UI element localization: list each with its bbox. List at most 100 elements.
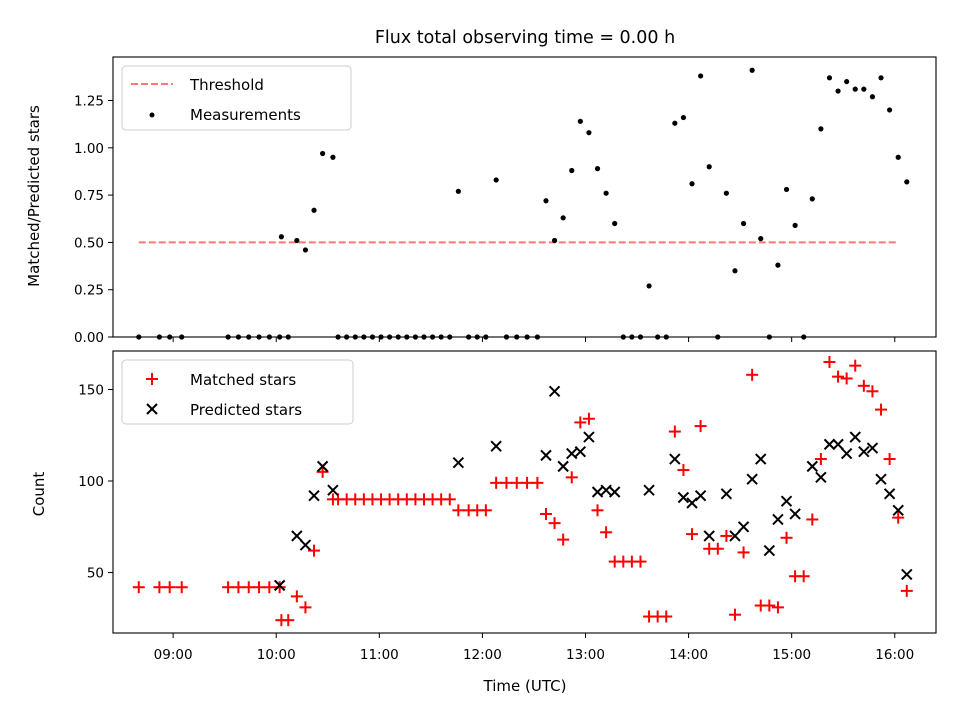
- predicted-star-point: [866, 442, 879, 454]
- measurement-point: [792, 222, 798, 228]
- measurement-point: [594, 166, 601, 172]
- bottom-ytick-label: 50: [87, 566, 104, 582]
- top-ticks: 0.00 0.25 0.50 0.75 1.00 1.25: [74, 94, 896, 346]
- matched-star-point: [574, 416, 587, 429]
- bottom-ticks: 50 100 150 09:00 10:00 11:00 12:00 13:00 14:00 15…: [78, 382, 914, 663]
- matched-star-point: [823, 355, 836, 368]
- top-ytick-label: 0.50: [74, 235, 104, 251]
- measurement-point: [320, 150, 326, 157]
- measurement-point: [698, 73, 704, 79]
- top-ytick-label: 1.00: [74, 141, 104, 157]
- measurement-point: [758, 236, 764, 242]
- measurement-point: [732, 268, 738, 274]
- measurement-point: [672, 120, 678, 126]
- measurement-point: [543, 198, 549, 204]
- predicted-star-point: [316, 460, 329, 473]
- matched-star-point: [763, 599, 776, 612]
- predicted-star-point: [737, 521, 750, 533]
- measurement-point: [560, 215, 566, 221]
- predicted-star-point: [763, 544, 776, 557]
- predicted-star-point: [608, 486, 621, 498]
- matched-star-point: [582, 412, 595, 425]
- predicted-star-point: [583, 431, 595, 443]
- matched-star-point: [222, 581, 235, 594]
- predicted-star-point: [490, 440, 502, 452]
- matched-star-point: [883, 453, 896, 466]
- top-ytick-label: 1.25: [74, 94, 104, 110]
- legend-matched-swatch: [146, 373, 158, 385]
- matched-star-point: [308, 544, 321, 557]
- predicted-star-point: [789, 508, 801, 520]
- bottom-xtick-label: 10:00: [257, 647, 296, 663]
- predicted-star-point: [566, 447, 578, 460]
- predicted-star-point: [540, 449, 552, 462]
- predicted-star-point: [832, 438, 844, 451]
- measurement-point: [723, 190, 729, 196]
- bottom-ytick-label: 150: [78, 382, 104, 398]
- predicted-star-point: [452, 456, 465, 469]
- matched-star-point: [875, 403, 888, 416]
- measurement-point: [775, 262, 781, 268]
- matched-star-point: [282, 614, 295, 627]
- measurement-point: [586, 130, 592, 136]
- matched-star-point: [531, 476, 544, 489]
- predicted-star-point: [273, 579, 286, 592]
- matched-star-point: [694, 420, 707, 433]
- legend-measurements-swatch: [149, 112, 155, 118]
- legend-predicted-label: Predicted stars: [190, 401, 302, 419]
- predicted-star-point: [669, 453, 681, 465]
- top-panel: Flux total observing time = 0.00 h Match…: [25, 28, 937, 346]
- matched-star-point: [591, 504, 604, 517]
- measurement-point: [826, 75, 833, 81]
- matched-star-point: [857, 379, 870, 392]
- bottom-xtick-label: 14:00: [669, 647, 708, 663]
- predicted-star-point: [772, 513, 784, 526]
- top-legend-box: [121, 65, 352, 131]
- matched-star-point: [771, 601, 784, 614]
- matched-stars-series: [132, 355, 913, 627]
- measurement-point: [294, 237, 300, 244]
- predicted-star-point: [643, 484, 655, 496]
- matched-star-point: [892, 511, 905, 524]
- matched-star-point: [548, 517, 561, 530]
- top-axes-frame: [112, 56, 937, 338]
- predicted-star-point: [901, 568, 913, 581]
- predicted-star-point: [299, 539, 312, 551]
- measurement-point: [569, 167, 575, 174]
- measurement-point: [455, 188, 461, 194]
- predicted-star-point: [291, 530, 303, 542]
- matched-star-point: [832, 370, 845, 383]
- predicted-star-point: [327, 484, 339, 496]
- legend-predicted-swatch: [146, 403, 158, 415]
- predicted-star-point: [720, 488, 733, 500]
- predicted-star-point: [694, 489, 707, 502]
- predicted-star-point: [548, 385, 561, 397]
- matched-star-point: [711, 542, 724, 555]
- measurement-point: [740, 220, 747, 227]
- bottom-xtick-label: 16:00: [875, 647, 914, 663]
- predicted-stars-series: [273, 385, 913, 592]
- matched-star-point: [634, 555, 647, 568]
- matched-star-point: [242, 581, 255, 594]
- matched-star-point: [290, 590, 303, 603]
- measurement-point: [869, 94, 876, 100]
- measurement-point: [844, 78, 850, 85]
- measurement-point: [689, 181, 695, 187]
- measurement-point: [680, 114, 687, 121]
- matched-star-point: [565, 471, 578, 484]
- measurement-point: [493, 177, 499, 183]
- top-ytick-label: 0.75: [74, 188, 104, 204]
- measurement-point: [809, 196, 815, 202]
- matched-star-point: [849, 359, 862, 372]
- matched-star-point: [175, 581, 188, 594]
- matched-star-point: [500, 476, 513, 489]
- top-ylabel: Matched/Predicted stars: [25, 105, 43, 287]
- matched-star-point: [797, 570, 810, 583]
- measurement-point: [603, 190, 609, 196]
- legend-measurements-label: Measurements: [190, 106, 301, 124]
- predicted-star-point: [823, 438, 836, 451]
- bottom-axes-frame: [112, 350, 937, 634]
- measurement-point: [852, 86, 858, 92]
- chart-title: Flux total observing time = 0.00 h: [375, 28, 675, 48]
- measurement-point: [278, 234, 284, 240]
